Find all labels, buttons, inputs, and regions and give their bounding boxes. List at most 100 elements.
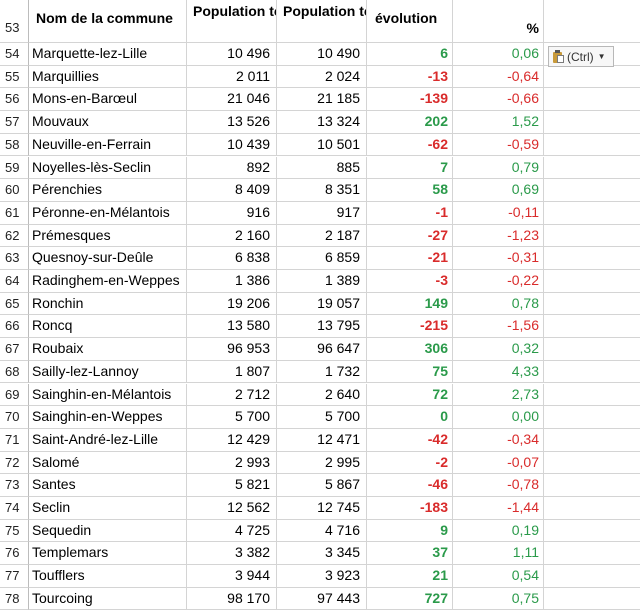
population-2016-cell[interactable]: 5 700 [187,406,277,429]
empty-cell[interactable] [544,497,640,520]
commune-cell[interactable]: Sailly-lez-Lannoy [29,360,187,384]
population-2016-cell[interactable]: 8 409 [187,179,277,202]
population-2015-cell[interactable]: 5 867 [277,474,367,497]
empty-cell[interactable] [544,361,640,384]
population-2015-cell[interactable]: 1 389 [277,270,367,293]
commune-cell[interactable]: Seclin [29,497,187,520]
evolution-cell[interactable]: -46 [367,474,453,497]
population-2015-cell[interactable]: 5 700 [277,406,367,429]
empty-cell[interactable] [544,588,640,611]
population-2016-cell[interactable]: 12 562 [187,497,277,520]
commune-cell[interactable]: Mons-en-Barœul [29,88,187,112]
population-2015-cell[interactable]: 2 187 [277,224,367,248]
population-2016-cell[interactable]: 10 496 [187,43,277,66]
population-2015-cell[interactable]: 6 859 [277,247,367,270]
population-2015-cell[interactable]: 96 647 [277,338,367,361]
commune-cell[interactable]: Sequedin [29,519,187,543]
evolution-cell[interactable]: -215 [367,315,453,339]
percent-cell[interactable]: -0,59 [453,133,544,157]
population-2015-cell[interactable]: 10 490 [277,43,367,66]
empty-cell[interactable] [544,157,640,180]
evolution-cell[interactable]: 21 [367,565,453,588]
commune-cell[interactable]: Noyelles-lès-Seclin [29,156,187,180]
row-number[interactable]: 68 [0,360,29,384]
row-number[interactable]: 59 [0,156,29,180]
empty-cell[interactable] [544,202,640,225]
population-2015-cell[interactable]: 2 995 [277,451,367,475]
header-commune[interactable]: Nom de la commune [29,0,187,43]
percent-cell[interactable]: 0,75 [453,587,544,611]
population-2016-cell[interactable]: 2 712 [187,383,277,407]
commune-cell[interactable]: Pérenchies [29,179,187,202]
percent-cell[interactable]: 0,19 [453,519,544,543]
population-2015-cell[interactable]: 4 716 [277,519,367,543]
evolution-cell[interactable]: -21 [367,247,453,270]
population-2016-cell[interactable]: 4 725 [187,519,277,543]
evolution-cell[interactable]: 7 [367,156,453,180]
percent-cell[interactable]: 1,11 [453,542,544,566]
header-evolution[interactable]: évolution [367,0,453,43]
row-number[interactable]: 73 [0,474,29,497]
population-2016-cell[interactable]: 892 [187,156,277,180]
evolution-cell[interactable]: 72 [367,383,453,407]
population-2016-cell[interactable]: 3 944 [187,565,277,588]
population-2015-cell[interactable]: 10 501 [277,133,367,157]
empty-cell[interactable] [544,88,640,112]
commune-cell[interactable]: Sainghin-en-Mélantois [29,383,187,407]
commune-cell[interactable]: Prémesques [29,224,187,248]
evolution-cell[interactable]: -2 [367,451,453,475]
percent-cell[interactable]: 4,33 [453,360,544,384]
empty-cell[interactable] [544,270,640,293]
percent-cell[interactable]: -0,64 [453,65,544,89]
population-2015-cell[interactable]: 3 345 [277,542,367,566]
population-2015-cell[interactable]: 3 923 [277,565,367,588]
population-2015-cell[interactable]: 13 324 [277,111,367,134]
row-number[interactable]: 58 [0,133,29,157]
percent-cell[interactable]: 0,79 [453,156,544,180]
header-population-2015[interactable]: Population totale 2015 [277,0,367,43]
row-number[interactable]: 66 [0,315,29,339]
percent-cell[interactable]: -0,78 [453,474,544,497]
percent-cell[interactable]: -0,11 [453,201,544,225]
empty-cell[interactable] [544,293,640,316]
population-2016-cell[interactable]: 12 429 [187,428,277,452]
header-population-2016[interactable]: Population totale 2016 [187,0,277,43]
row-number[interactable]: 75 [0,519,29,543]
evolution-cell[interactable]: 75 [367,360,453,384]
percent-cell[interactable]: -1,44 [453,497,544,520]
row-number[interactable]: 78 [0,587,29,611]
commune-cell[interactable]: Roubaix [29,338,187,361]
empty-cell[interactable] [544,565,640,588]
population-2016-cell[interactable]: 5 821 [187,474,277,497]
empty-cell[interactable] [544,384,640,407]
population-2015-cell[interactable]: 13 795 [277,315,367,339]
commune-cell[interactable]: Roncq [29,315,187,339]
row-number[interactable]: 65 [0,292,29,316]
row-number[interactable]: 74 [0,497,29,520]
empty-cell[interactable] [544,474,640,497]
row-number[interactable]: 55 [0,65,29,89]
population-2015-cell[interactable]: 12 745 [277,497,367,520]
row-number[interactable]: 69 [0,383,29,407]
population-2015-cell[interactable]: 12 471 [277,428,367,452]
population-2015-cell[interactable]: 885 [277,156,367,180]
population-2016-cell[interactable]: 2 011 [187,65,277,89]
commune-cell[interactable]: Santes [29,474,187,497]
population-2016-cell[interactable]: 13 580 [187,315,277,339]
percent-cell[interactable]: 2,73 [453,383,544,407]
evolution-cell[interactable]: 149 [367,292,453,316]
commune-cell[interactable]: Marquillies [29,65,187,89]
percent-cell[interactable]: 0,69 [453,179,544,202]
commune-cell[interactable]: Tourcoing [29,587,187,611]
population-2015-cell[interactable]: 1 732 [277,360,367,384]
empty-cell[interactable] [544,134,640,157]
paste-options-button[interactable]: (Ctrl) ▼ [548,46,614,67]
evolution-cell[interactable]: 306 [367,338,453,361]
evolution-cell[interactable]: 727 [367,587,453,611]
population-2015-cell[interactable]: 2 024 [277,65,367,89]
empty-cell[interactable] [544,66,640,89]
empty-cell[interactable] [544,111,640,134]
evolution-cell[interactable]: -139 [367,88,453,112]
evolution-cell[interactable]: 6 [367,43,453,66]
commune-cell[interactable]: Radinghem-en-Weppes [29,270,187,293]
